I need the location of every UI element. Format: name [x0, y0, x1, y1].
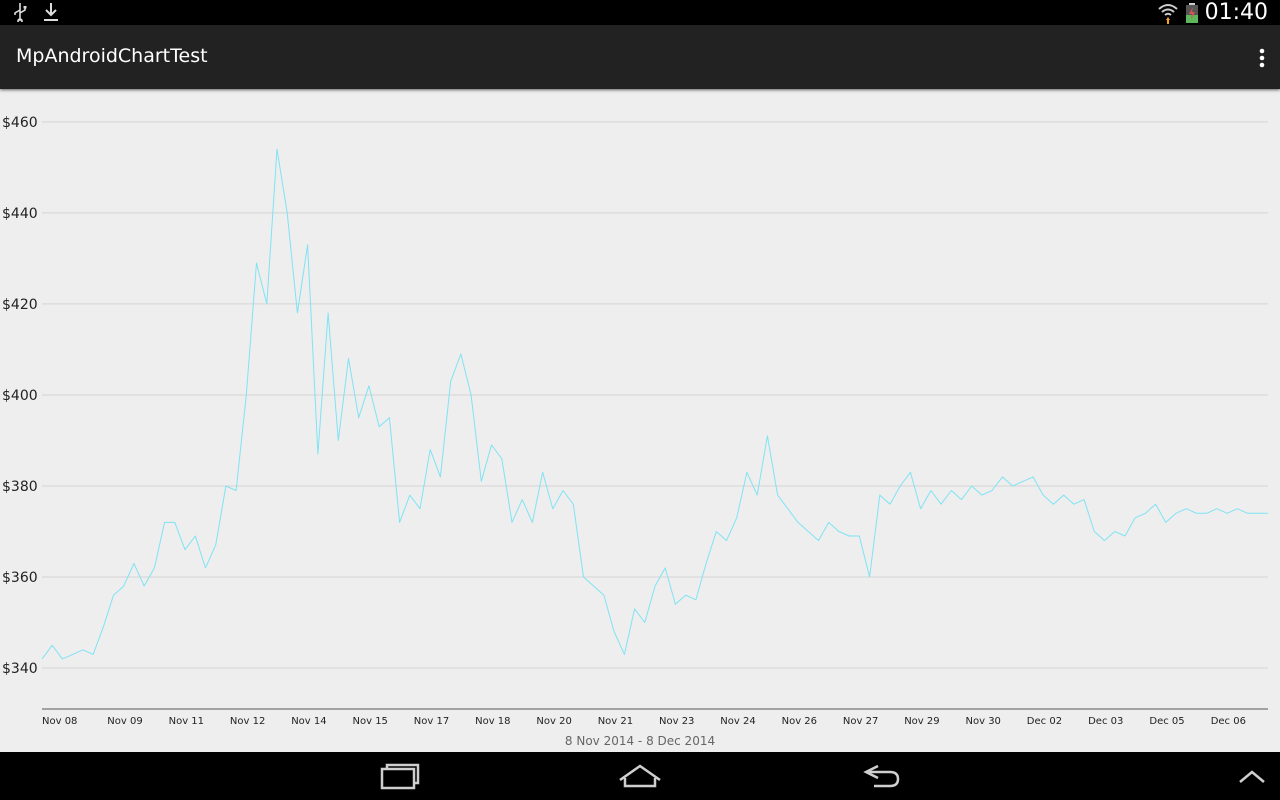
- y-tick-label: $460: [2, 115, 38, 131]
- x-tick-label: Nov 20: [536, 716, 571, 727]
- status-left: [12, 2, 60, 22]
- x-tick-label: Nov 30: [966, 716, 1001, 727]
- y-axis-labels: $340 $360 $380 $400 $420 $440 $460: [2, 115, 38, 677]
- y-tick-label: $420: [2, 297, 38, 313]
- home-icon[interactable]: [610, 760, 670, 792]
- usb-icon: [14, 3, 27, 22]
- x-tick-label: Nov 17: [414, 716, 449, 727]
- x-tick-label: Dec 03: [1088, 716, 1123, 727]
- y-tick-label: $380: [2, 479, 38, 495]
- x-axis-labels: Nov 08 Nov 09 Nov 11 Nov 12 Nov 14 Nov 15 Nov …: [42, 716, 1246, 727]
- download-icon: [44, 3, 58, 21]
- status-right: 01:40: [1157, 0, 1268, 25]
- y-tick-label: $360: [2, 570, 38, 586]
- navigation-bar: [0, 752, 1280, 800]
- app-title: MpAndroidChartTest: [16, 45, 208, 67]
- line-chart[interactable]: $340 $360 $380 $400 $420 $440 $460 Nov 08 Nov 0…: [0, 90, 1280, 752]
- date-range-label: 8 Nov 2014 - 8 Dec 2014: [564, 734, 716, 748]
- x-tick-label: Dec 05: [1149, 716, 1184, 727]
- x-tick-label: Nov 15: [353, 716, 388, 727]
- y-tick-label: $400: [2, 388, 38, 404]
- x-tick-label: Nov 24: [720, 716, 755, 727]
- x-tick-label: Nov 11: [169, 716, 204, 727]
- battery-icon: [1185, 2, 1198, 23]
- price-series-line: [41, 148, 1268, 660]
- wifi-icon: [1157, 3, 1178, 24]
- y-tick-label: $440: [2, 206, 38, 222]
- x-tick-label: Nov 14: [291, 716, 326, 727]
- x-tick-label: Nov 27: [843, 716, 878, 727]
- x-tick-label: Dec 06: [1211, 716, 1246, 727]
- x-tick-label: Dec 02: [1027, 716, 1062, 727]
- chart-svg: $340$360$380$400$420$440$460 Nov 08 Nov 0…: [2, 115, 1268, 727]
- y-tick-label: $340: [2, 661, 38, 677]
- action-bar: MpAndroidChartTest: [0, 25, 1280, 89]
- expand-up-icon[interactable]: [1222, 760, 1280, 792]
- status-bar: 01:40: [0, 0, 1280, 25]
- overflow-menu-icon[interactable]: [1254, 42, 1270, 74]
- back-icon[interactable]: [852, 760, 912, 792]
- grid-layer: [42, 121, 1268, 710]
- x-tick-label: Nov 09: [107, 716, 142, 727]
- clock: 01:40: [1204, 0, 1268, 25]
- x-tick-label: Nov 21: [598, 716, 633, 727]
- recent-apps-icon[interactable]: [370, 760, 430, 792]
- x-tick-label: Nov 23: [659, 716, 694, 727]
- x-tick-label: Nov 26: [782, 716, 817, 727]
- x-tick-label: Nov 29: [904, 716, 939, 727]
- x-tick-label: Nov 12: [230, 716, 265, 727]
- series-layer: [41, 148, 1268, 660]
- x-tick-label: Nov 08: [42, 716, 77, 727]
- x-tick-label: Nov 18: [475, 716, 510, 727]
